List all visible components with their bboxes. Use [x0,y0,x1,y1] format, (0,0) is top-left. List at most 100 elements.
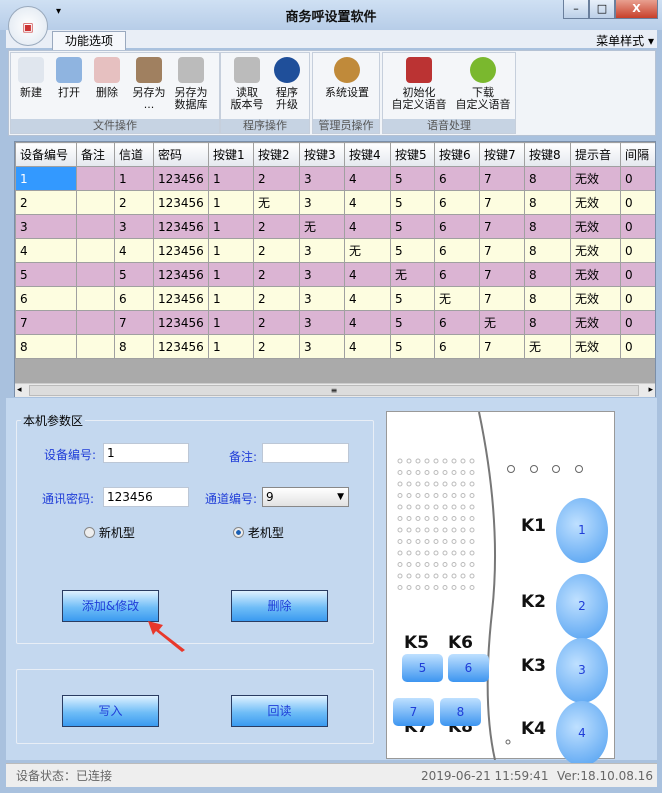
table-cell[interactable]: 8 [114,334,154,359]
table-cell[interactable] [76,262,115,287]
table-cell[interactable] [76,166,115,191]
table-cell[interactable]: 5 [114,262,154,287]
table-cell[interactable]: 0 [620,286,655,311]
table-cell[interactable]: 123456 [153,190,209,215]
ribbon-button[interactable]: 初始化 自定义语音 [387,55,451,111]
table-cell[interactable]: 8 [524,262,571,287]
table-cell[interactable]: 4 [344,166,391,191]
ribbon-button[interactable]: 删除 [93,55,121,99]
app-menu-button[interactable]: ▣ [8,6,48,46]
table-cell[interactable]: 2 [253,334,300,359]
table-cell[interactable]: 3 [299,262,345,287]
add-modify-button[interactable]: 添加&修改 [62,590,159,622]
column-header[interactable]: 按键2 [253,142,300,167]
table-cell[interactable]: 5 [390,286,435,311]
table-cell[interactable]: 7 [479,166,525,191]
table-cell[interactable]: 1 [208,238,254,263]
radio-old-model[interactable]: 老机型 [233,524,284,541]
table-cell[interactable]: 无 [344,238,391,263]
column-header[interactable]: 按键4 [344,142,391,167]
table-cell[interactable]: 1 [208,166,254,191]
table-cell[interactable]: 无效 [570,286,621,311]
table-cell[interactable]: 3 [299,310,345,335]
table-cell[interactable]: 无效 [570,262,621,287]
table-cell[interactable]: 4 [15,238,77,263]
channel-select[interactable]: 9 ▼ [262,487,349,507]
table-cell[interactable]: 2 [15,190,77,215]
scroll-right-icon[interactable]: ▸ [648,385,653,395]
table-cell[interactable]: 无效 [570,214,621,239]
table-cell[interactable]: 2 [253,286,300,311]
column-header[interactable]: 按键7 [479,142,525,167]
table-cell[interactable]: 1 [208,334,254,359]
key-button-4[interactable]: 4 [556,701,608,766]
maximize-button[interactable]: □ [589,0,615,19]
table-cell[interactable]: 123456 [153,214,209,239]
table-cell[interactable]: 3 [299,286,345,311]
table-cell[interactable]: 6 [434,214,480,239]
table-cell[interactable]: 8 [524,166,571,191]
table-cell[interactable]: 6 [15,286,77,311]
table-cell[interactable]: 6 [434,238,480,263]
table-cell[interactable]: 6 [434,262,480,287]
table-cell[interactable]: 123456 [153,238,209,263]
table-row[interactable]: 4 4 123456 1 2 3 无 5 6 7 8 无效 0 [15,238,655,263]
readback-button[interactable]: 回读 [231,695,328,727]
table-cell[interactable]: 6 [434,166,480,191]
table-cell[interactable]: 1 [15,166,77,191]
ribbon-button[interactable]: 下载 自定义语音 [451,55,515,111]
column-header[interactable]: 备注 [76,142,115,167]
key-button-3[interactable]: 3 [556,638,608,703]
table-cell[interactable]: 4 [344,334,391,359]
table-cell[interactable]: 5 [390,166,435,191]
table-cell[interactable]: 3 [15,214,77,239]
table-cell[interactable] [76,286,115,311]
table-row[interactable]: 1 1 123456 1 2 3 4 5 6 7 8 无效 0 [15,166,655,191]
table-cell[interactable]: 8 [524,286,571,311]
table-cell[interactable]: 6 [434,310,480,335]
horizontal-scrollbar[interactable]: ◂ ≡ ▸ [15,383,655,397]
column-header[interactable]: 密码 [153,142,209,167]
table-cell[interactable]: 5 [390,238,435,263]
column-header[interactable]: 间隔 [620,142,655,167]
table-cell[interactable]: 7 [479,238,525,263]
device-no-input[interactable]: 1 [103,443,189,463]
table-cell[interactable]: 5 [390,334,435,359]
ribbon-button[interactable]: 系统设置 [317,55,377,99]
table-cell[interactable]: 4 [344,286,391,311]
table-cell[interactable]: 6 [434,334,480,359]
table-cell[interactable]: 无效 [570,238,621,263]
table-cell[interactable]: 4 [344,310,391,335]
table-cell[interactable]: 2 [253,214,300,239]
table-cell[interactable] [76,214,115,239]
table-cell[interactable]: 0 [620,214,655,239]
table-cell[interactable]: 7 [479,262,525,287]
ribbon-button[interactable]: 另存为 数据库 [171,55,211,111]
table-cell[interactable]: 7 [479,190,525,215]
table-cell[interactable]: 8 [524,190,571,215]
table-cell[interactable]: 无 [524,334,571,359]
table-cell[interactable]: 2 [114,190,154,215]
tab-function-options[interactable]: 功能选项 [52,31,126,50]
key-button-6[interactable]: 6 [448,654,489,682]
table-row[interactable]: 2 2 123456 1 无 3 4 5 6 7 8 无效 0 [15,190,655,215]
table-cell[interactable]: 4 [114,238,154,263]
note-input[interactable] [262,443,349,463]
column-header[interactable]: 提示音 [570,142,621,167]
table-cell[interactable]: 5 [390,190,435,215]
table-cell[interactable]: 7 [479,334,525,359]
password-input[interactable]: 123456 [103,487,189,507]
table-cell[interactable]: 6 [114,286,154,311]
table-cell[interactable]: 123456 [153,286,209,311]
table-cell[interactable]: 6 [434,190,480,215]
scroll-thumb[interactable]: ≡ [29,385,639,396]
quick-access-arrow[interactable]: ▾ [56,6,62,17]
table-row[interactable]: 5 5 123456 1 2 3 4 无 6 7 8 无效 0 [15,262,655,287]
table-cell[interactable]: 8 [524,238,571,263]
write-button[interactable]: 写入 [62,695,159,727]
table-cell[interactable] [76,310,115,335]
table-cell[interactable]: 1 [208,310,254,335]
table-cell[interactable]: 无效 [570,166,621,191]
scroll-left-icon[interactable]: ◂ [17,385,22,395]
table-cell[interactable]: 7 [479,214,525,239]
